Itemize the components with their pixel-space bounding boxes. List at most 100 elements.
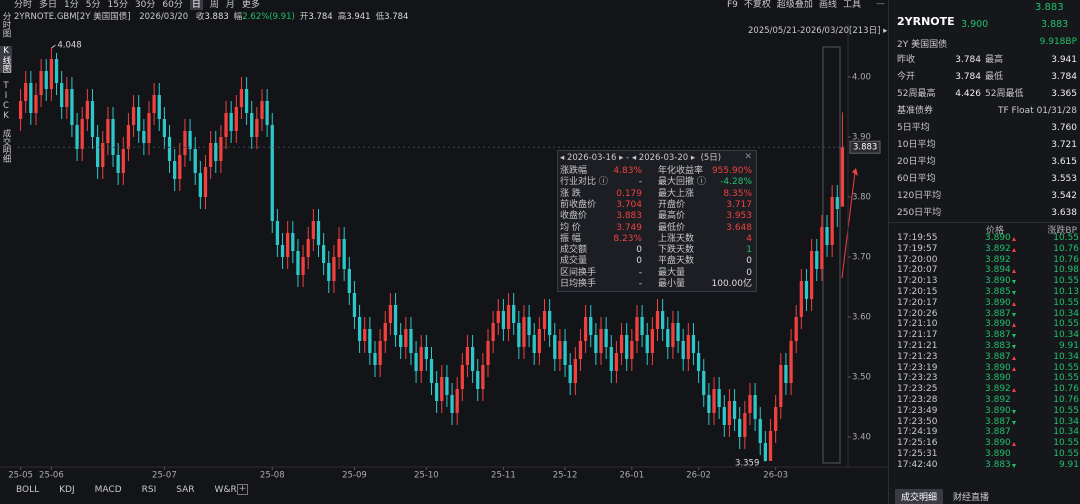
field-value: 3.784 (384, 12, 409, 22)
indicator-tab[interactable]: SAR (176, 485, 195, 495)
candle-body (95, 137, 100, 167)
candle-body (214, 143, 218, 161)
candle-body (732, 401, 737, 419)
indicator-tab[interactable]: KDJ (59, 485, 75, 495)
trade-time: 17:20:15 (897, 287, 938, 297)
candle-body (286, 233, 290, 257)
avg-label: 5日平均 (897, 123, 930, 133)
period-tab[interactable]: 15分 (107, 0, 128, 10)
period-tab[interactable]: 更多 (241, 0, 260, 10)
bp: 9.918BP (1039, 37, 1077, 47)
candle-body (347, 269, 351, 293)
stat-value: - (638, 267, 642, 278)
stat-value: 100.00亿 (711, 279, 753, 289)
toolbar-right: F9 不复权 超级叠加 画线 工具 (727, 0, 867, 11)
trade-row: 17:21:21 3.883 9.91 (897, 341, 1079, 351)
candle-body (378, 341, 382, 365)
trade-bp: 10.98 (1053, 265, 1079, 276)
trade-arrow (1012, 237, 1016, 241)
stat-label: 涨跌幅 (560, 166, 588, 176)
trade-price: 3.892 (985, 384, 1011, 395)
period-tab[interactable]: 月 (225, 0, 235, 10)
indicator-tab[interactable]: RSI (141, 485, 157, 495)
candle-body (198, 173, 202, 197)
add-indicator[interactable]: + (237, 484, 248, 495)
period-tab[interactable]: 日 (189, 0, 203, 10)
from-date[interactable]: 2026-03-16 (566, 153, 617, 163)
last-price-label: 3.883 (853, 143, 877, 153)
period-tab[interactable]: 周 (209, 0, 219, 10)
candle-body (619, 335, 624, 353)
candle-body (671, 323, 675, 347)
field-value: 3.941 (346, 12, 371, 22)
trade-price: 3.883 (985, 341, 1011, 351)
candle-body (152, 95, 156, 113)
ask: 3.883 (1041, 19, 1069, 30)
min-label: 3.359 (735, 459, 759, 469)
trade-price: 3.883 (985, 459, 1011, 470)
trade-time: 17:21:10 (897, 319, 938, 330)
range-text: 2025/05/21-2026/03/20[213日] (748, 26, 881, 36)
x-tick-label: 25-09 (342, 471, 367, 481)
candle-body (573, 359, 577, 383)
candle-body (758, 419, 762, 443)
to-date[interactable]: 2026-03-20 (638, 153, 689, 163)
nav-tab[interactable]: 分时图 (1, 12, 11, 38)
range[interactable]: 2025/05/21-2026/03/20[213日] ▸ (748, 26, 888, 36)
candle-body (239, 89, 244, 107)
tool[interactable]: 画线 (818, 0, 837, 10)
period-tab[interactable]: 30分 (134, 0, 156, 10)
stat-value: 3.883 (616, 211, 642, 222)
period-tab[interactable]: 1分 (64, 0, 79, 10)
period-tab[interactable]: 5分 (85, 0, 101, 10)
nav-tab[interactable]: K线图 (0, 45, 12, 73)
trade-arrow (1012, 280, 1016, 285)
trade-row: 17:20:00 3.892 10.76 (897, 255, 1079, 265)
indicator-tab[interactable]: BOLL (16, 485, 40, 495)
bottom-tab[interactable]: 成交明细 (895, 489, 944, 504)
tool[interactable]: 工具 (842, 0, 861, 10)
period-tab[interactable]: 分时 (14, 0, 33, 10)
trade-bp: 10.55 (1053, 438, 1079, 449)
tool[interactable]: F9 (727, 0, 738, 10)
stat-row: 均 价 3.749 最低价 3.648 (560, 223, 754, 234)
avg-value: 3.638 (1051, 207, 1077, 218)
trade-price: 3.890 (985, 449, 1011, 459)
close[interactable]: ✕ (744, 152, 752, 162)
period-tab[interactable]: 多日 (39, 0, 58, 10)
candle-body (779, 365, 783, 407)
tool[interactable]: 超级叠加 (776, 0, 813, 10)
candle-body (106, 119, 110, 143)
bottom-tab[interactable]: 财经直播 (953, 493, 990, 503)
field-value: 3.883 (204, 12, 229, 22)
period-tab[interactable]: 60分 (162, 0, 183, 10)
quote-value: 3.784 (955, 72, 981, 82)
trade-bp: 10.34 (1053, 351, 1079, 362)
candle-body (429, 359, 434, 383)
quote-label: 昨收 (897, 55, 916, 65)
bench-label: 基准债券 (897, 106, 934, 116)
tool[interactable]: 不复权 (743, 0, 771, 10)
nav-tab[interactable]: 成交明细 (1, 128, 11, 163)
indicator-tab[interactable]: W&R (214, 485, 237, 495)
trade-row: 17:20:17 3.890 10.55 (897, 298, 1079, 308)
field-value: 3.784 (308, 12, 333, 22)
candle-body (306, 239, 310, 257)
trade-time: 17:20:07 (897, 265, 938, 276)
candle-body (558, 341, 562, 359)
candle-body (753, 395, 757, 419)
trade-time: 17:23:23 (897, 373, 938, 384)
stat-row: 区间换手 - 最大量 0 (560, 268, 754, 279)
col-bp: 涨跌BP (1047, 226, 1077, 236)
candle-body (183, 131, 187, 155)
stat-label: 日均换手 (560, 279, 597, 289)
candle-body (717, 389, 721, 407)
quote-row: 52周最高 4.426 52周最低 3.365 (897, 86, 1077, 102)
span: (5日) (700, 153, 722, 163)
trade-arrow (1012, 355, 1016, 360)
indicator-tab[interactable]: MACD (94, 485, 122, 495)
candle-body (383, 323, 387, 341)
candle-body (39, 71, 43, 95)
trade-arrow (1012, 247, 1016, 252)
nav-tab[interactable]: TICK (1, 80, 11, 121)
